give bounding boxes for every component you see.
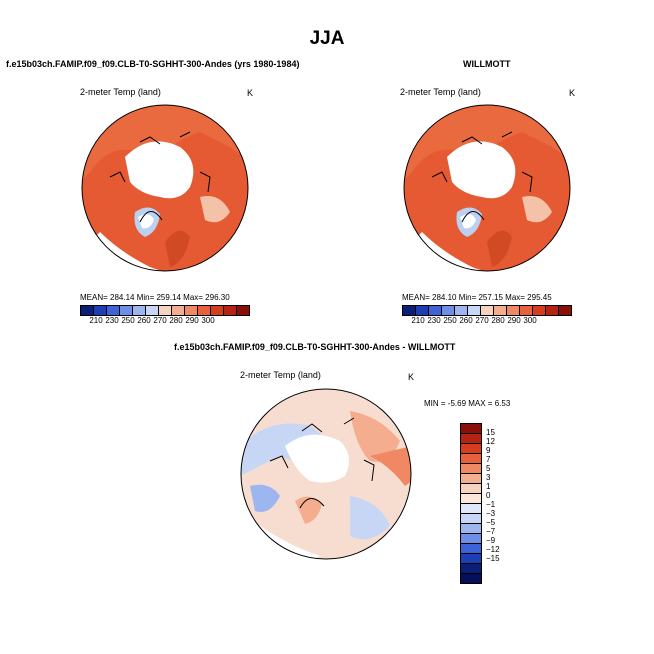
colorbar-swatch — [461, 544, 481, 554]
colorbar-swatch — [455, 306, 468, 315]
colorbar-swatch — [461, 524, 481, 534]
colorbar-swatch — [224, 306, 237, 315]
colorbar-swatch — [559, 306, 571, 315]
colorbar-swatch — [198, 306, 211, 315]
colorbar-swatch — [185, 306, 198, 315]
obs-colorbar-swatches — [402, 305, 572, 316]
model-units-label: K — [247, 88, 254, 98]
diff-polar-map — [240, 388, 412, 560]
colorbar-swatch — [120, 306, 133, 315]
obs-panel-title: WILLMOTT — [463, 59, 511, 69]
colorbar-label: 300 — [523, 316, 537, 325]
model-colorbar: 210 230 250 260 270 280 290 300 — [80, 305, 250, 325]
colorbar-label: 300 — [201, 316, 215, 325]
model-stats: MEAN= 284.14 Min= 259.14 Max= 296.30 — [80, 293, 230, 302]
obs-colorbar: 210 230 250 260 270 280 290 300 — [402, 305, 572, 325]
colorbar-swatch — [172, 306, 185, 315]
colorbar-label: 260 — [137, 316, 151, 325]
colorbar-swatch — [81, 306, 94, 315]
obs-variable-label: 2-meter Temp (land) — [400, 87, 481, 97]
colorbar-swatch — [461, 564, 481, 574]
obs-units-label: K — [569, 88, 576, 98]
colorbar-swatch — [461, 474, 481, 484]
colorbar-label: 210 — [89, 316, 103, 325]
colorbar-swatch — [461, 494, 481, 504]
diff-panel-title: f.e15b03ch.FAMIP.f09_f09.CLB-T0-SGHHT-30… — [174, 342, 456, 352]
colorbar-swatch — [429, 306, 442, 315]
colorbar-label: 15 — [486, 428, 495, 437]
colorbar-label: 270 — [153, 316, 167, 325]
colorbar-swatch — [461, 504, 481, 514]
colorbar-label: 3 — [486, 473, 491, 482]
figure-title: JJA — [309, 28, 345, 49]
colorbar-label: 290 — [185, 316, 199, 325]
colorbar-swatch — [461, 444, 481, 454]
model-panel-title: f.e15b03ch.FAMIP.f09_f09.CLB-T0-SGHHT-30… — [6, 59, 300, 69]
colorbar-label: 9 — [486, 446, 491, 455]
colorbar-swatch — [461, 484, 481, 494]
colorbar-label: −1 — [486, 500, 496, 509]
colorbar-label: 290 — [507, 316, 521, 325]
obs-colorbar-labels: 210 230 250 260 270 280 290 300 — [410, 316, 572, 325]
colorbar-label: 12 — [486, 437, 495, 446]
colorbar-label: −3 — [486, 509, 496, 518]
colorbar-label: −15 — [486, 554, 500, 563]
colorbar-swatch — [494, 306, 507, 315]
colorbar-swatch — [237, 306, 249, 315]
colorbar-swatch — [461, 434, 481, 444]
colorbar-swatch — [520, 306, 533, 315]
diff-colorbar: 15 12 9 7 5 3 1 0 −1 −3 −5 −7 −9 −12 −15 — [460, 423, 500, 584]
colorbar-label: 250 — [121, 316, 135, 325]
colorbar-label: 280 — [491, 316, 505, 325]
model-colorbar-labels: 210 230 250 260 270 280 290 300 — [88, 316, 250, 325]
colorbar-label: 210 — [411, 316, 425, 325]
colorbar-swatch — [133, 306, 146, 315]
diff-colorbar-swatches — [460, 423, 482, 584]
colorbar-swatch — [461, 454, 481, 464]
colorbar-label: 1 — [486, 482, 491, 491]
diff-colorbar-labels: 15 12 9 7 5 3 1 0 −1 −3 −5 −7 −9 −12 −15 — [486, 428, 500, 584]
diff-units-label: K — [408, 372, 415, 382]
colorbar-label: 5 — [486, 464, 491, 473]
colorbar-label: 260 — [459, 316, 473, 325]
colorbar-swatch — [461, 574, 481, 583]
colorbar-swatch — [533, 306, 546, 315]
colorbar-swatch — [481, 306, 494, 315]
colorbar-swatch — [416, 306, 429, 315]
colorbar-label: −7 — [486, 527, 496, 536]
obs-polar-map — [403, 104, 571, 272]
colorbar-swatch — [461, 514, 481, 524]
colorbar-label: 230 — [105, 316, 119, 325]
diff-stats: MIN = -5.69 MAX = 6.53 — [424, 399, 511, 408]
colorbar-swatch — [461, 464, 481, 474]
model-variable-label: 2-meter Temp (land) — [80, 87, 161, 97]
colorbar-swatch — [403, 306, 416, 315]
colorbar-swatch — [461, 554, 481, 564]
colorbar-swatch — [211, 306, 224, 315]
colorbar-swatch — [94, 306, 107, 315]
colorbar-swatch — [468, 306, 481, 315]
colorbar-swatch — [461, 424, 481, 434]
colorbar-label: 280 — [169, 316, 183, 325]
model-colorbar-swatches — [80, 305, 250, 316]
colorbar-swatch — [107, 306, 120, 315]
colorbar-swatch — [461, 534, 481, 544]
diff-variable-label: 2-meter Temp (land) — [240, 370, 321, 380]
colorbar-label: 0 — [486, 491, 491, 500]
colorbar-label: 230 — [427, 316, 441, 325]
colorbar-swatch — [442, 306, 455, 315]
colorbar-label: 7 — [486, 455, 491, 464]
colorbar-swatch — [146, 306, 159, 315]
colorbar-label: −5 — [486, 518, 496, 527]
obs-stats: MEAN= 284.10 Min= 257.15 Max= 295.45 — [402, 293, 552, 302]
model-polar-map — [81, 104, 249, 272]
colorbar-label: 250 — [443, 316, 457, 325]
colorbar-label: −9 — [486, 536, 496, 545]
colorbar-swatch — [507, 306, 520, 315]
colorbar-label: −12 — [486, 545, 500, 554]
colorbar-label: 270 — [475, 316, 489, 325]
colorbar-swatch — [159, 306, 172, 315]
colorbar-swatch — [546, 306, 559, 315]
